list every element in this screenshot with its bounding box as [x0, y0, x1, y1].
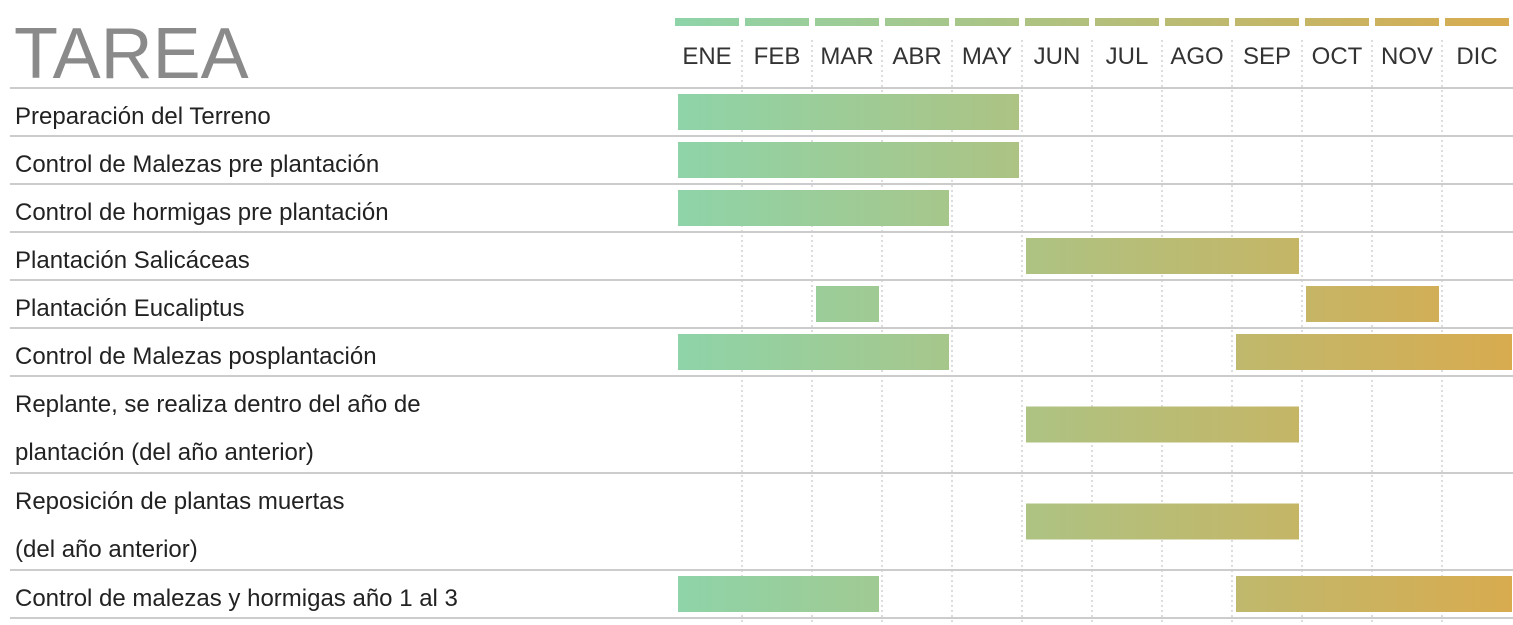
task-label: plantación (del año anterior)	[15, 439, 314, 466]
task-bar	[1026, 238, 1299, 274]
month-label: NOV	[1381, 43, 1433, 70]
month-strip	[1025, 18, 1089, 26]
month-strip	[1165, 18, 1229, 26]
month-strip	[955, 18, 1019, 26]
task-label: Control de malezas y hormigas año 1 al 3	[15, 585, 458, 612]
month-label: DIC	[1456, 43, 1497, 70]
task-bar	[1236, 576, 1512, 612]
month-label: AGO	[1170, 43, 1223, 70]
month-label: OCT	[1312, 43, 1363, 70]
month-strip	[885, 18, 949, 26]
month-strip	[1375, 18, 1439, 26]
month-label: MAR	[820, 43, 873, 70]
task-bar	[678, 94, 1019, 130]
task-bar	[816, 286, 879, 322]
task-label: (del año anterior)	[15, 536, 198, 563]
task-label: Plantación Eucaliptus	[15, 295, 244, 322]
task-bar	[1026, 503, 1299, 540]
month-strip	[1235, 18, 1299, 26]
task-bar	[678, 142, 1019, 178]
task-bar	[678, 190, 949, 226]
month-label: ABR	[892, 43, 941, 70]
task-label: Preparación del Terreno	[15, 103, 271, 130]
task-bar	[1306, 286, 1439, 322]
chart-title: TAREA	[14, 14, 249, 94]
month-label: SEP	[1243, 43, 1291, 70]
task-label: Replante, se realiza dentro del año de	[15, 391, 421, 418]
month-strip	[745, 18, 809, 26]
month-label: FEB	[754, 43, 801, 70]
month-strip	[675, 18, 739, 26]
task-label: Control de hormigas pre plantación	[15, 199, 389, 226]
task-bar	[678, 334, 949, 370]
month-label: JUL	[1106, 43, 1149, 70]
task-bar	[678, 576, 879, 612]
month-strip	[815, 18, 879, 26]
month-strip	[1445, 18, 1509, 26]
month-label: MAY	[962, 43, 1012, 70]
month-strip	[1305, 18, 1369, 26]
task-bar	[1236, 334, 1512, 370]
month-label: ENE	[682, 43, 731, 70]
month-label: JUN	[1034, 43, 1081, 70]
task-label: Control de Malezas posplantación	[15, 343, 377, 370]
task-label: Control de Malezas pre plantación	[15, 151, 379, 178]
task-label: Reposición de plantas muertas	[15, 488, 345, 515]
month-strip	[1095, 18, 1159, 26]
task-label: Plantación Salicáceas	[15, 247, 250, 274]
task-bar	[1026, 406, 1299, 443]
